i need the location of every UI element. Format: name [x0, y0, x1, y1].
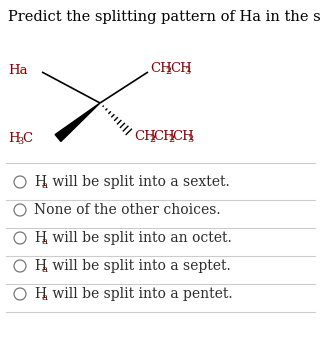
Text: CH: CH — [134, 131, 156, 144]
Text: H: H — [34, 287, 46, 301]
Text: None of the other choices.: None of the other choices. — [34, 203, 221, 217]
Text: Ha: Ha — [8, 64, 28, 77]
Text: Predict the splitting pattern of Ha in the structure.: Predict the splitting pattern of Ha in t… — [8, 10, 321, 24]
Text: CH: CH — [153, 131, 175, 144]
Polygon shape — [55, 103, 100, 142]
Text: H: H — [34, 259, 46, 273]
Text: CH: CH — [150, 62, 172, 75]
Text: will be split into a pentet.: will be split into a pentet. — [48, 287, 233, 301]
Text: C: C — [22, 132, 32, 145]
Text: H: H — [34, 175, 46, 189]
Text: 3: 3 — [17, 136, 23, 145]
Text: H: H — [8, 132, 20, 145]
Text: will be split into an octet.: will be split into an octet. — [48, 231, 232, 245]
Text: will be split into a septet.: will be split into a septet. — [48, 259, 231, 273]
Text: H: H — [34, 231, 46, 245]
Text: will be split into a sextet.: will be split into a sextet. — [48, 175, 230, 189]
Text: 3: 3 — [187, 135, 193, 145]
Text: a: a — [42, 237, 48, 246]
Text: CH: CH — [172, 131, 194, 144]
Text: 3: 3 — [184, 66, 190, 76]
Text: 2: 2 — [168, 135, 174, 145]
Text: a: a — [42, 293, 48, 302]
Text: a: a — [42, 181, 48, 190]
Text: a: a — [42, 265, 48, 274]
Text: CH: CH — [170, 62, 192, 75]
Text: 2: 2 — [149, 135, 155, 145]
Text: 2: 2 — [165, 66, 171, 76]
